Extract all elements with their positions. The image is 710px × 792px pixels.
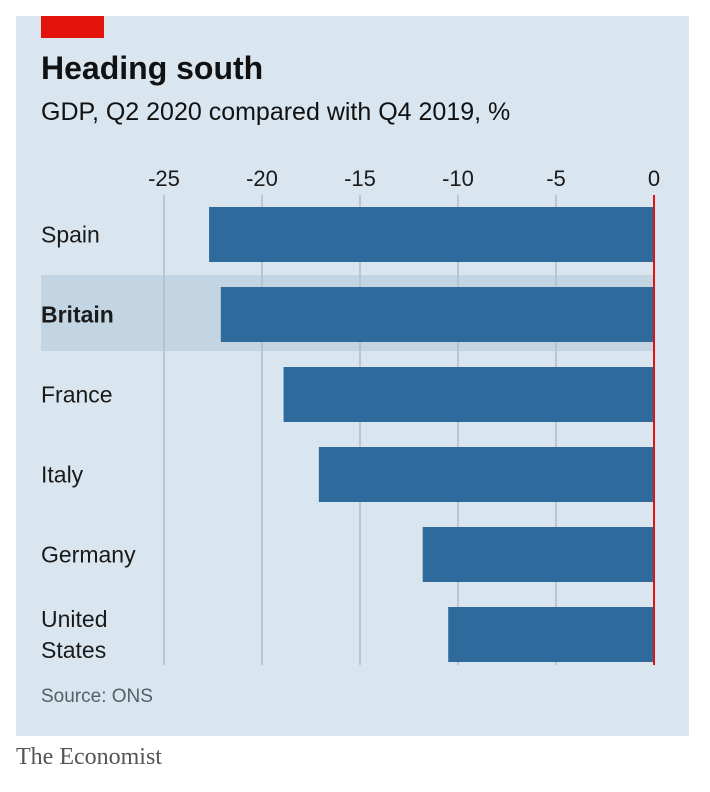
accent-tag <box>41 16 104 38</box>
category-label: Italy <box>41 462 84 488</box>
category-label: Britain <box>41 302 114 328</box>
x-tick-label: -5 <box>546 166 566 191</box>
source-note: Source: ONS <box>41 686 153 707</box>
chart-title: Heading south <box>41 50 264 86</box>
x-tick-label: -15 <box>344 166 376 191</box>
x-tick-label: 0 <box>648 166 660 191</box>
bar <box>448 607 654 662</box>
bar <box>422 527 654 582</box>
category-label: France <box>41 382 113 408</box>
category-label: Germany <box>41 542 136 568</box>
bar <box>283 367 654 422</box>
category-label: States <box>41 637 106 663</box>
bar <box>209 207 654 262</box>
chart-subtitle: GDP, Q2 2020 compared with Q4 2019, % <box>41 98 511 126</box>
bar <box>220 287 654 342</box>
bar <box>318 447 654 502</box>
publisher-logo: The Economist <box>16 744 162 770</box>
x-tick-label: -25 <box>148 166 180 191</box>
category-label: United <box>41 606 107 632</box>
x-tick-label: -20 <box>246 166 278 191</box>
category-label: Spain <box>41 222 100 248</box>
x-tick-label: -10 <box>442 166 474 191</box>
